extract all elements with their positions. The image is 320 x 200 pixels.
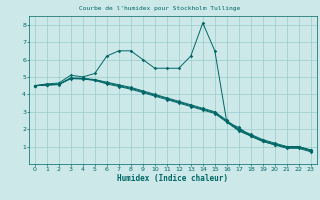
Text: Courbe de l'humidex pour Stockholm Tullinge: Courbe de l'humidex pour Stockholm Tulli… [79, 6, 241, 11]
X-axis label: Humidex (Indice chaleur): Humidex (Indice chaleur) [117, 174, 228, 183]
